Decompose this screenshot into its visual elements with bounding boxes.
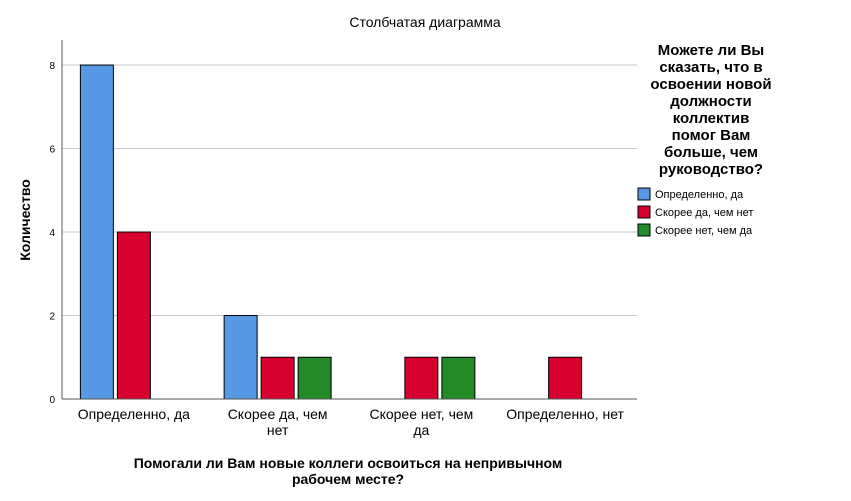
x-category-label: Определенно, нет <box>506 406 624 422</box>
bar <box>404 356 439 400</box>
bar <box>260 356 295 400</box>
x-category-label: Скорее нет, чем да <box>369 406 473 438</box>
legend-label: Скорее нет, чем да <box>655 225 753 237</box>
x-category-label: Определенно, да <box>78 406 190 422</box>
y-tick-label: 8 <box>49 61 55 72</box>
y-tick-label: 0 <box>49 395 55 406</box>
bar <box>297 356 332 400</box>
legend-label: Определенно, да <box>655 189 744 201</box>
bar <box>223 315 258 400</box>
chart-title: Столбчатая диаграмма <box>349 14 501 30</box>
y-tick-labels: 0 2 4 6 8 <box>49 61 55 406</box>
bar <box>79 64 114 400</box>
y-tick-label: 2 <box>49 312 55 323</box>
x-category-labels: Определенно, да Скорее да, чем нет Скорее н… <box>78 406 625 438</box>
bar <box>116 231 151 400</box>
x-category-label: Скорее да, чем нет <box>228 406 328 438</box>
y-axis-title: Количество <box>17 179 33 261</box>
y-tick-label: 6 <box>49 145 55 156</box>
x-axis-title: Помогали ли Вам новые коллеги освоиться … <box>134 455 563 487</box>
legend-swatch <box>637 223 651 237</box>
legend-swatch <box>637 205 651 219</box>
legend: Можете ли Вы сказать, что в освоении новой… <box>637 42 772 237</box>
legend-swatch <box>637 187 651 201</box>
bar <box>441 356 476 400</box>
y-tick-label: 4 <box>49 228 55 239</box>
legend-title: Можете ли Вы сказать, что в освоении новой… <box>650 42 771 178</box>
gridlines <box>62 64 637 317</box>
bar <box>548 356 583 400</box>
legend-label: Скорее да, чем нет <box>655 207 753 219</box>
